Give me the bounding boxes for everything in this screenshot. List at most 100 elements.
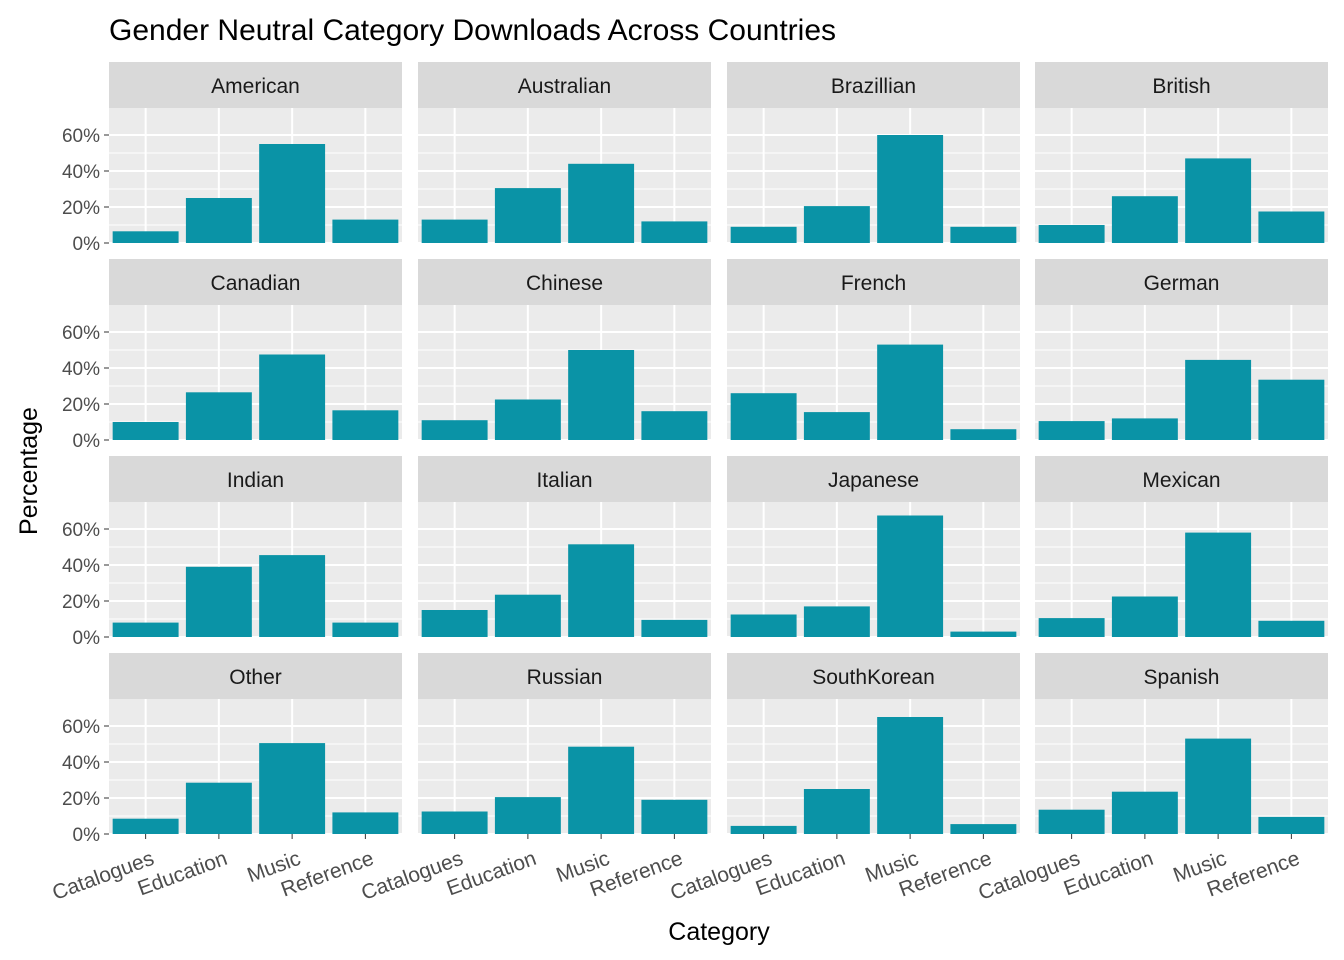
bar-australian-education <box>494 188 561 243</box>
bar-southkorean-music <box>877 717 944 834</box>
y-tick-label: 60% <box>62 520 100 541</box>
facet-strip <box>727 62 1020 108</box>
facet-strip-label: Chinese <box>526 272 603 295</box>
y-tick-label: 20% <box>62 198 100 219</box>
facet-strip-label: German <box>1144 272 1220 295</box>
facet-strip-label: Spanish <box>1144 666 1220 689</box>
facet-panel-brazillian: Brazillian <box>727 62 1020 244</box>
bar-chinese-education <box>494 399 561 440</box>
facet-strip <box>727 456 1020 502</box>
bar-french-catalogues <box>730 393 797 440</box>
facet-panel-italian: Italian <box>418 456 711 638</box>
bar-german-catalogues <box>1038 421 1105 440</box>
facet-strip-label: Brazillian <box>831 75 916 98</box>
facet-panel-chinese: Chinese <box>418 259 711 441</box>
facet-strip-label: SouthKorean <box>812 666 935 689</box>
bar-french-education <box>803 412 870 440</box>
facet-strip-label: Japanese <box>828 469 919 492</box>
bar-spanish-reference <box>1258 816 1325 834</box>
facet-panel-canadian: Canadian 0% 20% 40% 60% <box>62 259 402 452</box>
facet-panel-mexican: Mexican <box>1035 456 1328 638</box>
facet-strip <box>418 62 711 108</box>
facet-strip-label: American <box>211 75 300 98</box>
panel-background <box>727 108 1020 243</box>
facet-strip <box>109 653 402 699</box>
bar-canadian-reference <box>332 410 399 440</box>
bar-indian-education <box>185 566 252 637</box>
panel-background <box>109 699 402 834</box>
bar-southkorean-catalogues <box>730 825 797 834</box>
facet-strip <box>418 259 711 305</box>
bar-japanese-music <box>877 515 944 637</box>
bar-mexican-music <box>1185 532 1252 637</box>
bar-other-education <box>185 782 252 834</box>
bar-italian-reference <box>641 619 708 637</box>
chart-title: Gender Neutral Category Downloads Across… <box>109 14 836 47</box>
bar-american-reference <box>332 219 399 243</box>
y-tick-label: 0% <box>73 431 101 452</box>
facet-panel-australian: Australian <box>418 62 711 244</box>
bar-russian-education <box>494 797 561 834</box>
bar-spanish-education <box>1111 791 1178 834</box>
bar-mexican-catalogues <box>1038 618 1105 637</box>
y-tick-label: 20% <box>62 592 100 613</box>
facet-strip <box>418 456 711 502</box>
facet-strip <box>418 653 711 699</box>
y-tick-label: 20% <box>62 395 100 416</box>
facet-strip <box>727 653 1020 699</box>
bar-american-catalogues <box>112 231 179 243</box>
facet-panel-japanese: Japanese <box>727 456 1020 638</box>
bar-italian-catalogues <box>421 610 488 637</box>
bar-chinese-reference <box>641 411 708 440</box>
facet-strip-label: Canadian <box>211 272 301 295</box>
facet-strip <box>727 259 1020 305</box>
bar-canadian-music <box>259 354 326 440</box>
bar-russian-reference <box>641 799 708 834</box>
facet-strip <box>109 456 402 502</box>
bar-australian-reference <box>641 221 708 243</box>
bar-other-catalogues <box>112 818 179 834</box>
bar-russian-catalogues <box>421 811 488 834</box>
bar-brazillian-catalogues <box>730 226 797 243</box>
facet-panel-indian: Indian 0% 20% 40% 60% <box>62 456 402 649</box>
facet-strip-label: Russian <box>527 666 603 689</box>
bar-german-education <box>1111 418 1178 440</box>
panel-background <box>727 699 1020 834</box>
facet-strip <box>1035 259 1328 305</box>
bar-american-education <box>185 198 252 243</box>
bar-russian-music <box>568 746 635 834</box>
bar-german-music <box>1185 359 1252 440</box>
facet-strip <box>109 62 402 108</box>
bar-german-reference <box>1258 379 1325 440</box>
panel-background <box>1035 502 1328 637</box>
facet-panels: American 0% 20% 40% 60% Australian Brazillian B… <box>49 62 1328 905</box>
bar-mexican-reference <box>1258 620 1325 637</box>
facet-strip-label: Australian <box>518 75 611 98</box>
y-tick-label: 0% <box>73 628 101 649</box>
bar-canadian-catalogues <box>112 422 179 440</box>
y-tick-label: 60% <box>62 323 100 344</box>
bar-french-music <box>877 344 944 440</box>
y-tick-label: 40% <box>62 359 100 380</box>
bar-brazillian-education <box>803 206 870 243</box>
facet-panel-french: French <box>727 259 1020 441</box>
bar-british-reference <box>1258 211 1325 243</box>
facet-strip <box>1035 456 1328 502</box>
facet-strip-label: Indian <box>227 469 284 492</box>
facet-strip <box>1035 62 1328 108</box>
bar-canadian-education <box>185 392 252 440</box>
bar-british-catalogues <box>1038 225 1105 243</box>
bar-southkorean-education <box>803 789 870 834</box>
bar-other-reference <box>332 812 399 834</box>
y-axis-title: Percentage <box>15 407 43 535</box>
x-axis-title: Category <box>668 918 770 946</box>
facet-strip-label: French <box>841 272 906 295</box>
bar-french-reference <box>950 429 1017 440</box>
bar-spanish-music <box>1185 738 1252 834</box>
bar-chinese-music <box>568 350 635 440</box>
bar-american-music <box>259 144 326 243</box>
facet-strip-label: Italian <box>536 469 592 492</box>
